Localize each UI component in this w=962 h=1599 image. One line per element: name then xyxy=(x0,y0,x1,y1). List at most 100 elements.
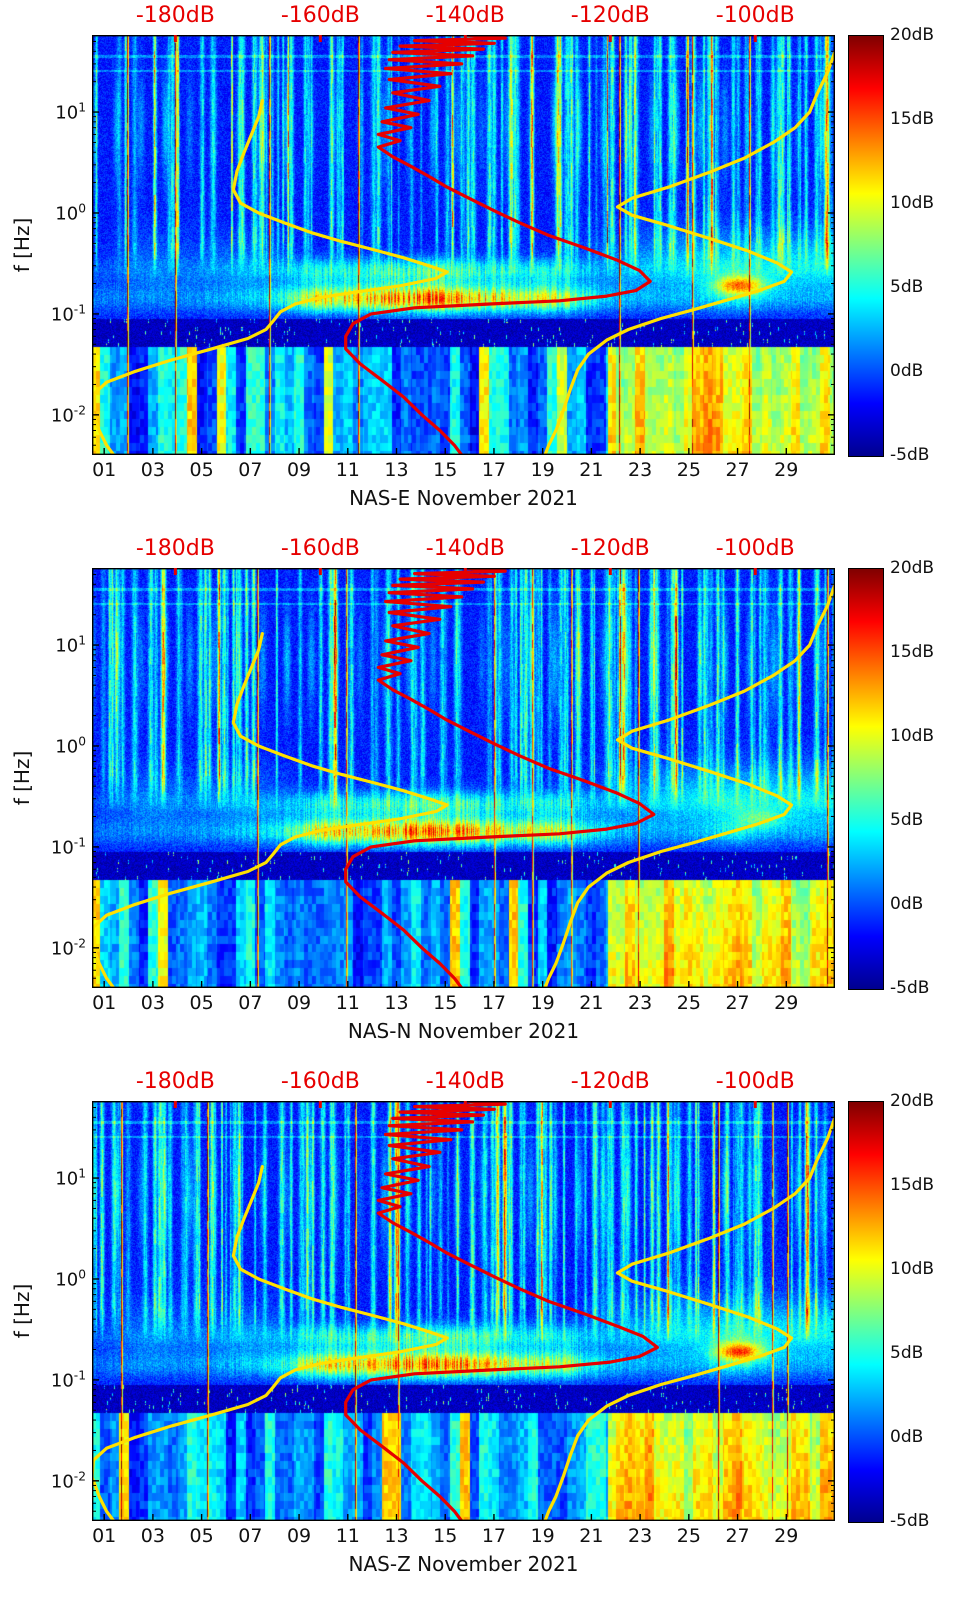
x-tick-label: 13 xyxy=(384,1525,409,1547)
x-tick-label: 21 xyxy=(579,1525,604,1547)
colorbar-tick-label: 5dB xyxy=(890,1343,924,1363)
x-tick-label: 11 xyxy=(335,992,360,1014)
colorbar-tick-label: 10dB xyxy=(890,193,935,213)
x-tick-label: 19 xyxy=(530,1525,555,1547)
x-tick-label: 25 xyxy=(676,1525,701,1547)
spectrogram-canvas xyxy=(92,568,835,988)
x-tick-label: 27 xyxy=(725,1525,750,1547)
colorbar xyxy=(848,35,884,457)
colorbar-tick-label: 5dB xyxy=(890,277,924,297)
noise-model-low-curve xyxy=(92,98,449,455)
x-tick-label: 03 xyxy=(140,1525,165,1547)
y-tick-label: 101 xyxy=(55,633,86,657)
colorbar-tick-label: 0dB xyxy=(890,894,924,914)
noise-model-high-curve xyxy=(543,47,835,455)
colorbar-tick-label: 20dB xyxy=(890,558,935,578)
y-axis-label: f [Hz] xyxy=(10,750,34,806)
colorbar-tick-label: -5dB xyxy=(890,1511,930,1531)
x-tick-label: 19 xyxy=(530,459,555,481)
colorbar-tick-label: 10dB xyxy=(890,1259,935,1279)
x-tick-label: 29 xyxy=(774,1525,799,1547)
x-tick-label: 09 xyxy=(286,1525,312,1547)
x-tick-label: 11 xyxy=(335,1525,360,1547)
x-tick-label: 25 xyxy=(676,992,701,1014)
top-db-label: -100dB xyxy=(715,3,795,28)
x-tick-label: 27 xyxy=(725,459,750,481)
x-tick-label: 05 xyxy=(189,1525,214,1547)
colorbar xyxy=(848,1101,884,1523)
x-tick-label: 07 xyxy=(238,1525,263,1547)
colorbar-tick-label: -5dB xyxy=(890,978,930,998)
top-db-label: -160dB xyxy=(280,3,360,28)
x-axis-title: NAS-N November 2021 xyxy=(347,1019,580,1043)
y-axis-label: f [Hz] xyxy=(10,1283,34,1339)
psd-mode-curve xyxy=(344,568,656,988)
panel-nas-z: -180dB -160dB -140dB -120dB -100dB f [Hz] 10… xyxy=(0,1066,962,1599)
top-db-label: -100dB xyxy=(715,1069,795,1094)
y-tick-label: 10-2 xyxy=(50,403,86,427)
colorbar-tick-label: -5dB xyxy=(890,445,930,465)
y-tick-label: 10-1 xyxy=(50,835,86,859)
x-tick-label: 13 xyxy=(384,992,409,1014)
x-tick-label: 17 xyxy=(481,459,507,481)
x-tick-label: 01 xyxy=(92,459,117,481)
top-db-label: -120dB xyxy=(570,3,650,28)
top-db-label: -140dB xyxy=(425,3,505,28)
spectrogram-canvas xyxy=(92,35,835,455)
curves-overlay xyxy=(92,1101,835,1521)
panel-nas-e: -180dB -160dB -140dB -120dB -100dB f [Hz] 10… xyxy=(0,0,962,533)
plot-frame xyxy=(92,568,835,988)
x-axis-title: NAS-Z November 2021 xyxy=(348,1552,579,1576)
top-db-label: -180dB xyxy=(135,1069,215,1094)
x-tick-label: 15 xyxy=(433,992,458,1014)
x-tick-label: 27 xyxy=(725,992,750,1014)
psd-mode-curve xyxy=(344,35,652,455)
x-tick-label: 05 xyxy=(189,992,214,1014)
x-tick-label: 07 xyxy=(238,992,263,1014)
colorbar-tick-label: 15dB xyxy=(890,109,935,129)
plot-frame xyxy=(92,1101,835,1521)
x-tick-label: 05 xyxy=(189,459,214,481)
spectrogram-canvas xyxy=(92,1101,835,1521)
colorbar-tick-label: 10dB xyxy=(890,726,935,746)
colorbar-tick-label: 0dB xyxy=(890,361,924,381)
noise-model-high-curve xyxy=(543,580,835,988)
y-tick-label: 101 xyxy=(55,100,86,124)
psd-mode-curve xyxy=(344,1101,660,1521)
top-db-label: -140dB xyxy=(425,536,505,561)
noise-model-high-curve xyxy=(543,1113,835,1521)
top-db-label: -140dB xyxy=(425,1069,505,1094)
x-tick-label: 29 xyxy=(774,459,799,481)
colorbar xyxy=(848,568,884,990)
colorbar-tick-label: 20dB xyxy=(890,1091,935,1111)
x-tick-label: 19 xyxy=(530,992,555,1014)
top-db-label: -160dB xyxy=(280,536,360,561)
x-tick-label: 21 xyxy=(579,992,604,1014)
y-tick-label: 10-2 xyxy=(50,936,86,960)
y-tick-label: 101 xyxy=(55,1166,86,1190)
x-axis-title: NAS-E November 2021 xyxy=(349,486,578,510)
curves-overlay xyxy=(92,35,835,455)
x-tick-label: 07 xyxy=(238,459,263,481)
colorbar-tick-label: 15dB xyxy=(890,642,935,662)
x-tick-label: 01 xyxy=(92,992,117,1014)
x-tick-label: 21 xyxy=(579,459,604,481)
x-tick-label: 01 xyxy=(92,1525,117,1547)
x-tick-label: 15 xyxy=(433,459,458,481)
x-tick-label: 17 xyxy=(481,992,507,1014)
top-db-label: -180dB xyxy=(135,536,215,561)
top-db-label: -180dB xyxy=(135,3,215,28)
colorbar-tick-label: 15dB xyxy=(890,1175,935,1195)
y-tick-label: 10-1 xyxy=(50,1368,86,1392)
x-tick-label: 23 xyxy=(628,1525,653,1547)
y-tick-label: 100 xyxy=(55,734,86,758)
y-axis-label: f [Hz] xyxy=(10,217,34,273)
x-tick-label: 03 xyxy=(140,459,165,481)
x-tick-label: 17 xyxy=(481,1525,507,1547)
x-tick-label: 09 xyxy=(286,992,312,1014)
y-tick-label: 10-2 xyxy=(50,1469,86,1493)
noise-model-low-curve xyxy=(92,631,449,988)
top-db-label: -120dB xyxy=(570,1069,650,1094)
y-tick-label: 100 xyxy=(55,201,86,225)
